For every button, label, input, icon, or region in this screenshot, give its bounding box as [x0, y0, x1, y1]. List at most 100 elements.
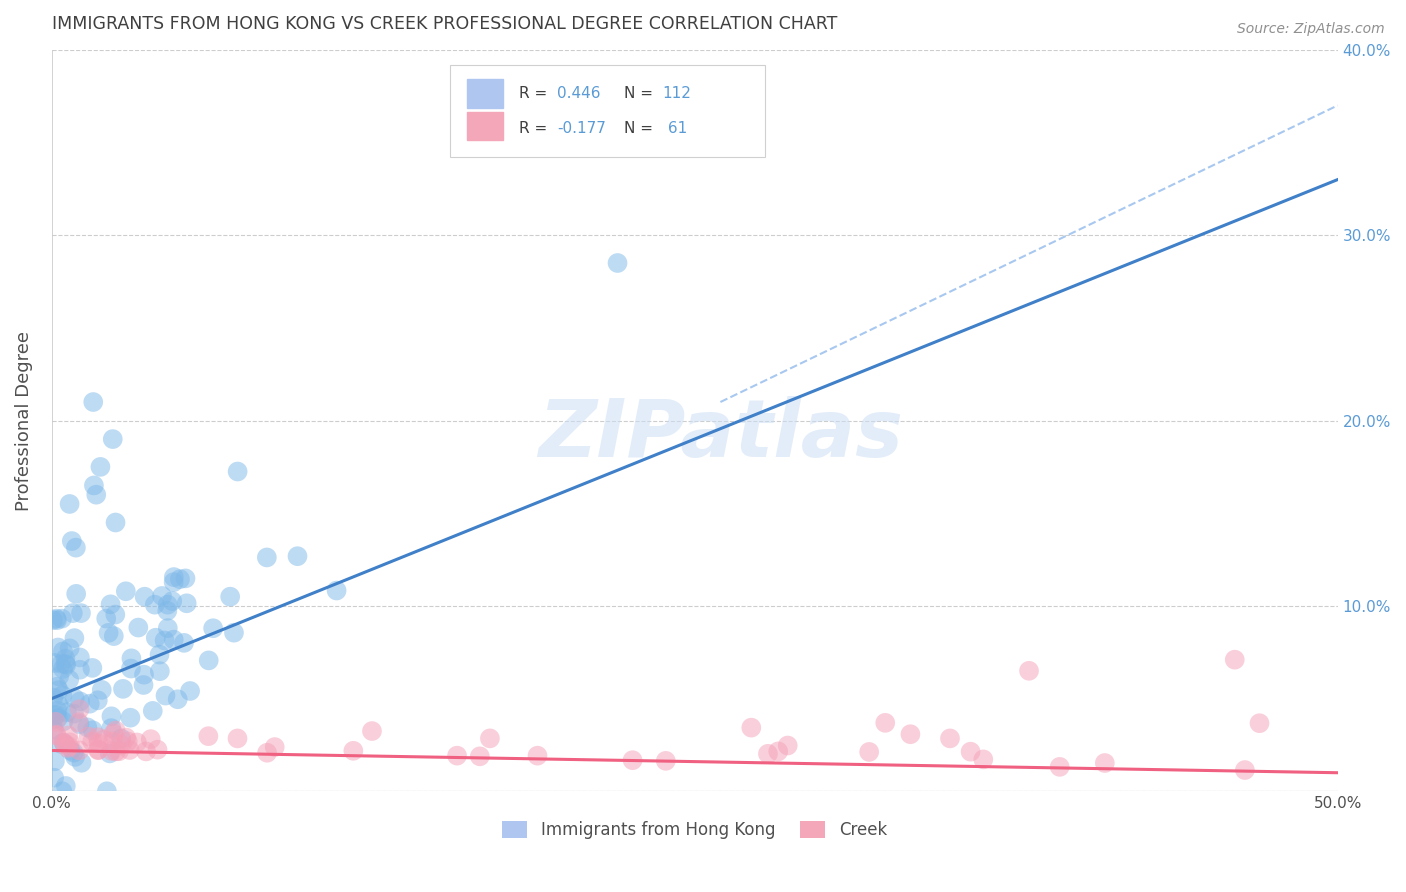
Point	[226, 465, 249, 479]
Point	[51, 657, 73, 671]
Point	[104, 723, 127, 738]
Point	[104, 607, 127, 622]
Point	[46, 680, 69, 694]
Point	[110, 731, 132, 746]
Point	[79, 697, 101, 711]
Point	[179, 684, 201, 698]
Point	[60, 534, 83, 549]
Text: 0.446: 0.446	[557, 87, 600, 102]
Point	[42, 708, 65, 723]
Point	[62, 746, 84, 760]
Point	[174, 571, 197, 585]
Point	[82, 734, 104, 748]
Point	[163, 570, 186, 584]
Point	[42, 690, 65, 705]
Point	[100, 721, 122, 735]
Point	[972, 752, 994, 766]
Point	[59, 744, 82, 758]
Point	[155, 689, 177, 703]
Point	[256, 550, 278, 565]
Point	[156, 604, 179, 618]
Point	[100, 597, 122, 611]
Point	[87, 743, 110, 757]
Point	[135, 744, 157, 758]
Point	[87, 736, 110, 750]
Point	[101, 734, 124, 748]
Point	[1094, 756, 1116, 770]
Point	[53, 657, 76, 671]
Point	[125, 735, 148, 749]
Point	[62, 606, 84, 620]
Point	[52, 736, 75, 750]
Point	[1233, 763, 1256, 777]
Point	[98, 747, 121, 761]
Point	[219, 590, 242, 604]
Point	[110, 738, 132, 752]
Point	[45, 612, 67, 626]
Point	[82, 395, 104, 409]
Point	[45, 707, 67, 722]
Text: R =: R =	[519, 120, 551, 136]
Point	[169, 572, 191, 586]
Point	[69, 663, 91, 677]
Point	[44, 771, 66, 785]
Point	[100, 744, 122, 758]
Point	[939, 731, 962, 746]
Point	[197, 653, 219, 667]
Point	[59, 735, 82, 749]
Point	[163, 632, 186, 647]
Point	[90, 682, 112, 697]
Point	[226, 731, 249, 746]
Point	[153, 633, 176, 648]
Point	[900, 727, 922, 741]
Point	[166, 692, 188, 706]
Point	[46, 704, 69, 718]
Point	[56, 741, 79, 756]
Point	[132, 678, 155, 692]
Point	[46, 613, 69, 627]
Point	[45, 728, 67, 742]
Point	[114, 584, 136, 599]
Point	[263, 740, 285, 755]
Text: ZIPatlas: ZIPatlas	[538, 396, 903, 475]
Point	[42, 723, 65, 737]
Point	[621, 753, 644, 767]
Point	[740, 721, 762, 735]
Point	[156, 621, 179, 635]
Point	[89, 459, 111, 474]
Text: Source: ZipAtlas.com: Source: ZipAtlas.com	[1237, 22, 1385, 37]
Point	[69, 717, 91, 731]
Point	[56, 706, 79, 720]
Point	[148, 648, 170, 662]
Point	[163, 575, 186, 590]
Point	[70, 756, 93, 770]
Point	[756, 747, 779, 761]
Point	[1223, 653, 1246, 667]
Point	[446, 748, 468, 763]
Point	[120, 661, 142, 675]
Text: R =: R =	[519, 87, 551, 102]
Point	[776, 739, 799, 753]
Point	[858, 745, 880, 759]
Point	[101, 432, 124, 446]
Point	[87, 693, 110, 707]
Point	[134, 590, 156, 604]
Point	[76, 720, 98, 734]
Y-axis label: Professional Degree: Professional Degree	[15, 331, 32, 510]
Point	[65, 541, 87, 555]
Text: N =: N =	[624, 87, 658, 102]
Point	[1049, 760, 1071, 774]
Point	[87, 743, 110, 757]
Point	[63, 691, 86, 706]
Point	[69, 694, 91, 708]
Legend: Immigrants from Hong Kong, Creek: Immigrants from Hong Kong, Creek	[496, 814, 894, 846]
Point	[173, 636, 195, 650]
Text: 61: 61	[662, 120, 686, 136]
Point	[67, 715, 90, 730]
Point	[103, 629, 125, 643]
Point	[100, 709, 122, 723]
Point	[59, 641, 82, 656]
Point	[959, 745, 981, 759]
Point	[1249, 716, 1271, 731]
Point	[55, 657, 77, 672]
